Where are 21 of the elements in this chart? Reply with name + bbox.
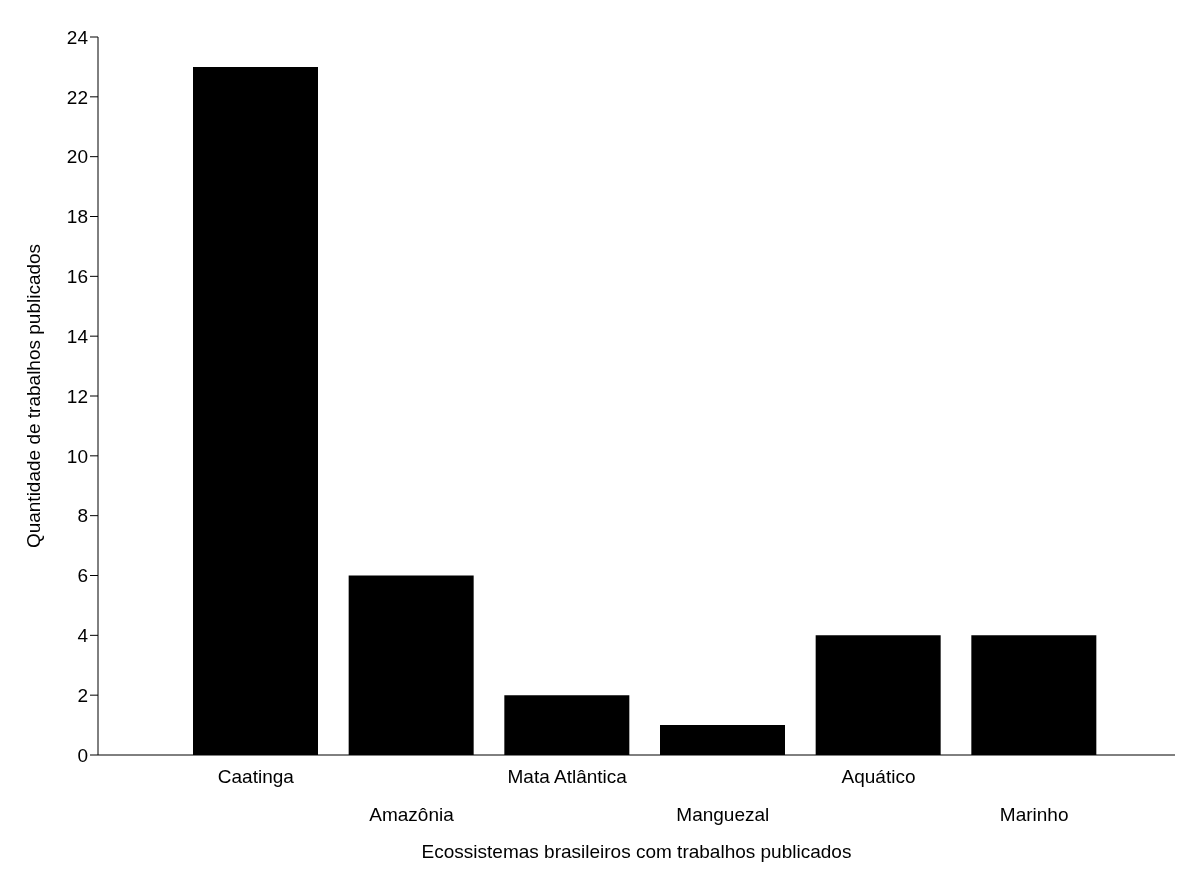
x-tick-label: Caatinga [217, 766, 295, 787]
y-tick-label: 10 [66, 445, 88, 467]
x-tick-label: Mata Atlântica [507, 766, 628, 787]
y-tick-label: 8 [77, 505, 88, 527]
y-tick-label: 22 [66, 86, 88, 108]
y-tick-label: 6 [77, 565, 88, 587]
x-tick-label: Amazônia [369, 804, 455, 825]
x-tick-label: Manguezal [676, 804, 770, 825]
y-tick-label: 24 [66, 26, 89, 48]
x-tick-label: Aquático [841, 766, 916, 787]
y-tick-label: 18 [66, 206, 88, 228]
y-tick-label: 4 [77, 625, 89, 647]
y-tick-label: 12 [66, 385, 88, 407]
x-tick-label: Marinho [999, 804, 1069, 825]
y-tick-label: 16 [66, 266, 88, 288]
y-tick-label: 2 [77, 684, 88, 706]
y-tick-label: 20 [66, 146, 88, 168]
y-tick-label: 0 [77, 744, 88, 766]
y-axis-title: Quantidade de trabalhos publicados [22, 243, 44, 549]
x-axis-title: Ecossistemas brasileiros com trabalhos publicados [421, 841, 852, 862]
y-tick-label: 14 [66, 325, 89, 347]
